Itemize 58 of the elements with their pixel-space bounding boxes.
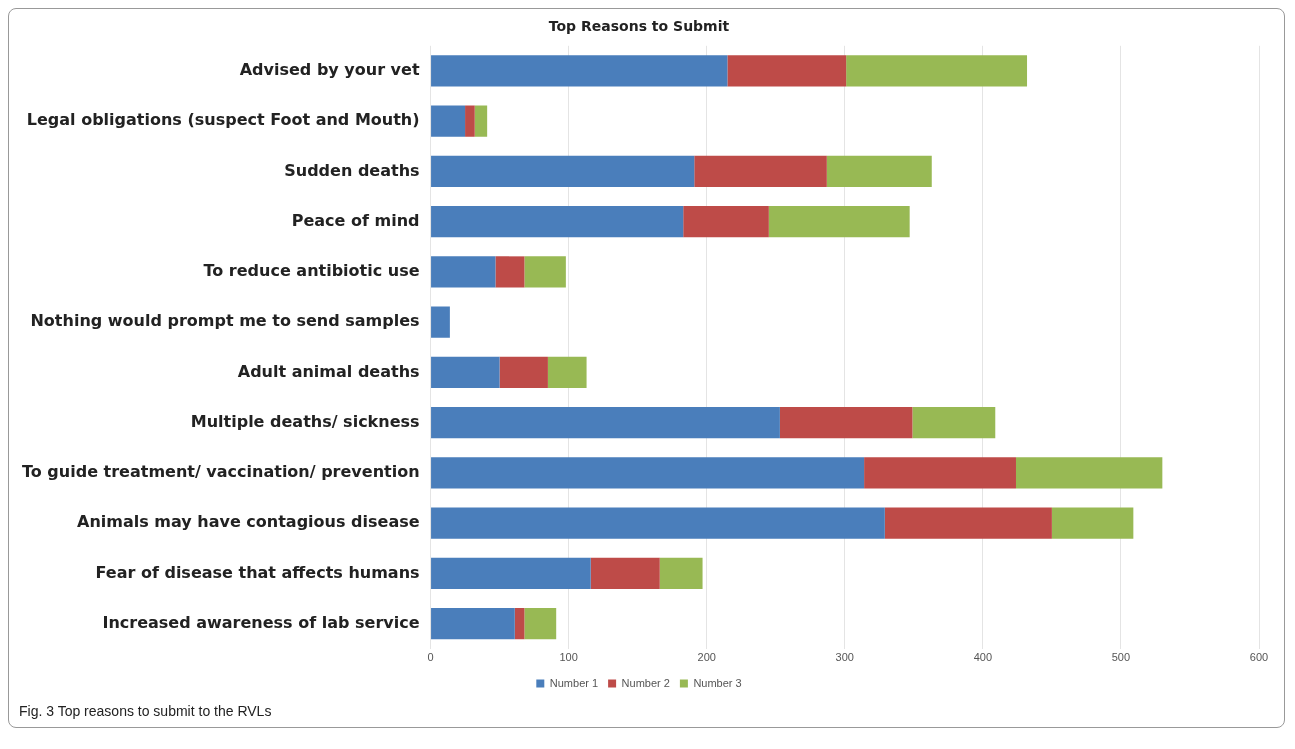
bar	[431, 55, 728, 87]
bar	[431, 256, 496, 288]
bar	[846, 55, 1028, 87]
y-tick-label: Animals may have contagious disease	[77, 512, 420, 532]
bar	[779, 407, 913, 439]
bar	[659, 557, 703, 589]
y-tick-label: Increased awareness of lab service	[102, 612, 420, 632]
bar	[431, 457, 865, 489]
bar	[431, 105, 466, 137]
bar	[431, 306, 450, 338]
bar	[431, 507, 885, 539]
y-tick-label: Nothing would prompt me to send samples	[30, 311, 420, 331]
bar	[431, 155, 695, 187]
bar	[547, 356, 587, 388]
bar	[1015, 457, 1163, 489]
bar	[465, 105, 475, 137]
y-tick-label: Peace of mind	[291, 210, 420, 230]
bar	[727, 55, 847, 87]
x-tick-label: 400	[973, 651, 993, 664]
x-tick-label: 200	[697, 651, 716, 664]
bar	[431, 557, 591, 589]
bar	[474, 105, 488, 137]
y-tick-label: Legal obligations (suspect Foot and Mouth)	[26, 110, 420, 130]
y-tick-label: Adult animal deaths	[237, 361, 420, 381]
bar	[524, 608, 557, 640]
y-tick-label: Fear of disease that affects humans	[95, 562, 420, 582]
y-tick-label: To guide treatment/ vaccination/ prevention	[22, 462, 420, 482]
y-tick-label: To reduce antibiotic use	[203, 261, 420, 281]
bar	[694, 155, 827, 187]
bar	[524, 256, 566, 288]
x-tick-label: 600	[1249, 651, 1269, 664]
bar	[499, 356, 548, 388]
bar	[826, 155, 932, 187]
x-tick-label: 0	[427, 651, 434, 664]
legend-label: Number 2	[621, 676, 670, 689]
legend-label: Number 1	[549, 676, 599, 689]
x-tick-label: 500	[1111, 651, 1131, 664]
y-tick-label: Advised by your vet	[239, 60, 420, 80]
bar	[431, 608, 515, 640]
chart-title: Top Reasons to Submit	[548, 18, 730, 35]
bar	[912, 407, 996, 439]
bar	[431, 356, 500, 388]
y-tick-label: Multiple deaths/ sickness	[190, 411, 420, 431]
bar	[884, 507, 1052, 539]
bar	[590, 557, 660, 589]
bar	[495, 256, 525, 288]
bar	[864, 457, 1016, 489]
bar	[514, 608, 525, 640]
x-tick-label: 100	[559, 651, 578, 664]
legend-label: Number 3	[693, 676, 742, 689]
bar	[683, 206, 769, 238]
y-tick-label: Sudden deaths	[284, 160, 420, 180]
bar	[768, 206, 910, 238]
x-tick-label: 300	[835, 651, 854, 664]
bar	[431, 407, 780, 439]
bar	[431, 206, 684, 238]
caption: Fig. 3 Top reasons to submit to the RVLs	[18, 702, 273, 721]
bar	[1051, 507, 1134, 539]
